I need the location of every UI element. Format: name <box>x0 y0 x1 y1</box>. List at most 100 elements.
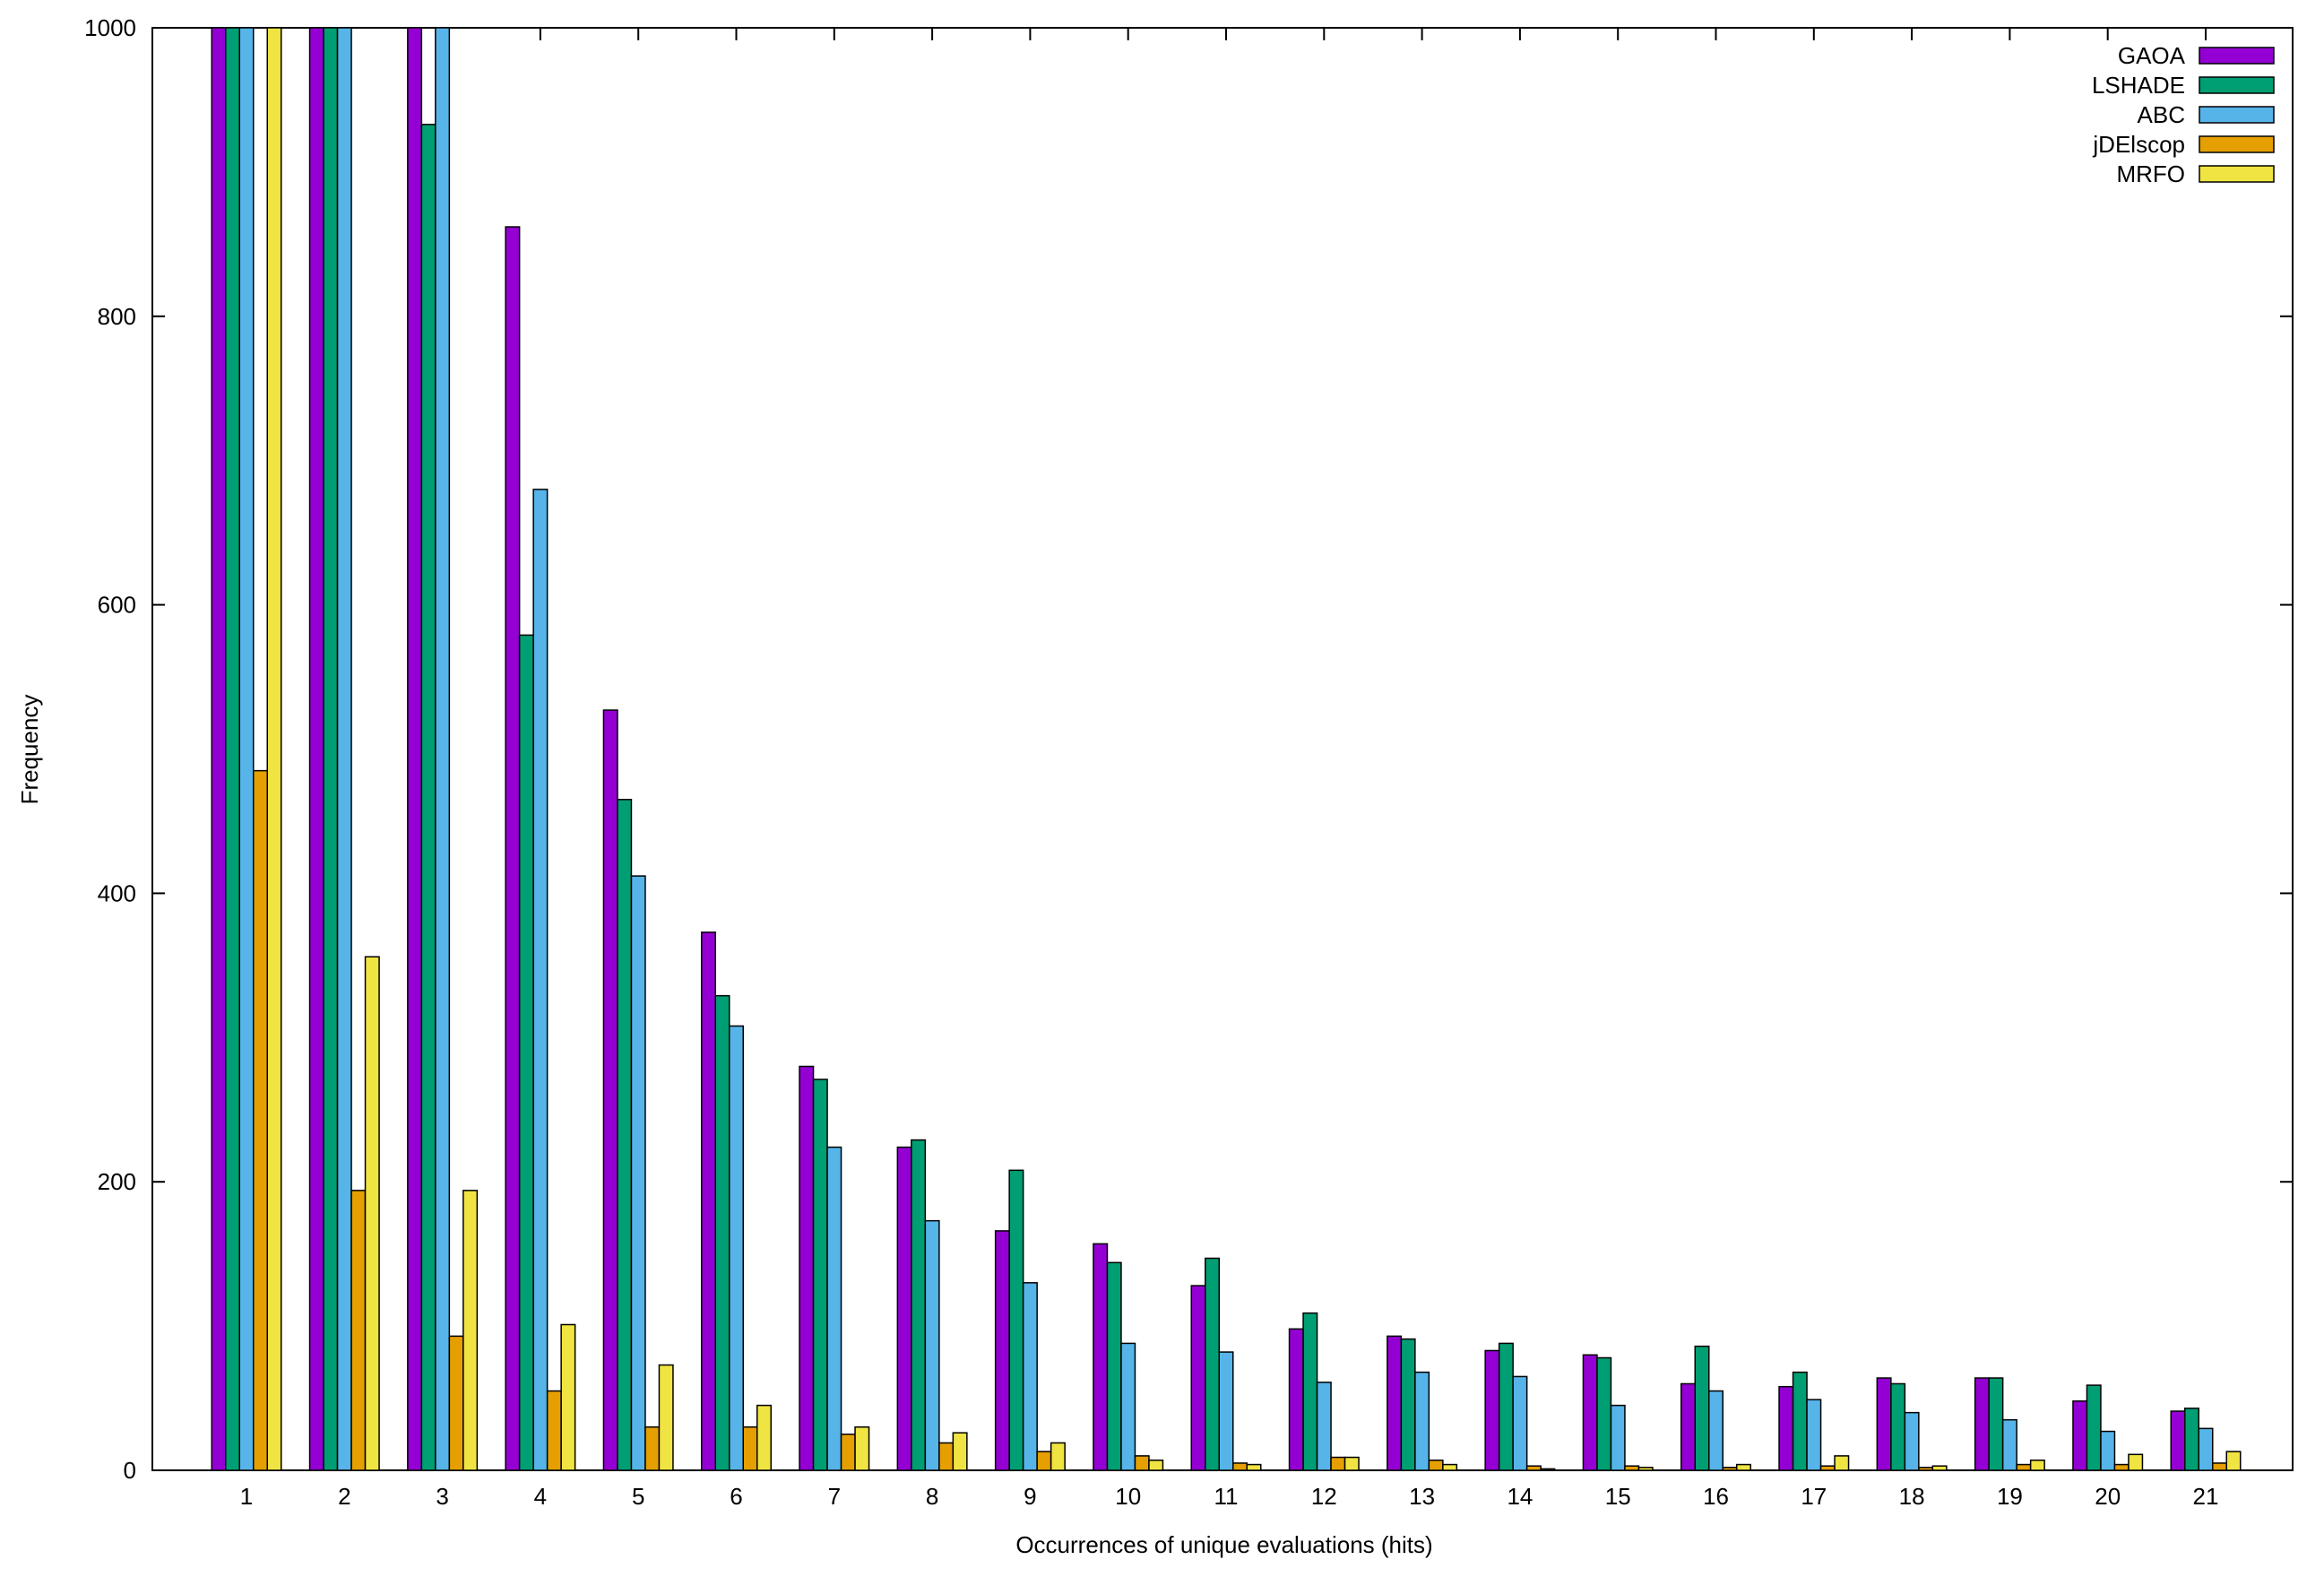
bar-mrfo-7 <box>854 1425 870 1471</box>
x-tick-label: 11 <box>1214 1483 1239 1510</box>
bar-jdelscop-5 <box>644 1425 661 1471</box>
y-axis: 0 200 400 600 800 1000 <box>84 14 2293 1484</box>
bar-lshade-20 <box>2086 1384 2102 1471</box>
bar-mrfo-1 <box>266 27 282 1471</box>
bar-lshade-4 <box>518 634 534 1471</box>
y-tick-label: 0 <box>124 1457 136 1484</box>
x-tick-label: 9 <box>1024 1483 1036 1510</box>
bar-lshade-8 <box>911 1139 927 1471</box>
bar-lshade-12 <box>1302 1312 1318 1471</box>
bar-jdelscop-7 <box>840 1434 856 1471</box>
bar-mrfo-16 <box>1736 1463 1751 1471</box>
bar-abc-2 <box>336 27 352 1471</box>
bar-gaoa-11 <box>1190 1285 1206 1471</box>
bar-mrfo-13 <box>1442 1463 1458 1471</box>
bar-mrfo-15 <box>1637 1467 1654 1471</box>
bar-jdelscop-2 <box>350 1190 367 1471</box>
bar-lshade-2 <box>323 27 339 1471</box>
bar-lshade-19 <box>1988 1377 2004 1471</box>
x-tick-label: 13 <box>1409 1483 1435 1510</box>
x-tick-label: 21 <box>2193 1483 2219 1510</box>
bar-jdelscop-11 <box>1232 1462 1248 1471</box>
bar-mrfo-6 <box>756 1404 772 1471</box>
bar-jdelscop-3 <box>448 1335 464 1471</box>
bar-gaoa-17 <box>1778 1385 1794 1471</box>
bar-abc-8 <box>924 1219 940 1471</box>
bar-lshade-18 <box>1890 1382 1906 1471</box>
x-tick-label: 19 <box>1997 1483 2023 1510</box>
x-tick-label: 1 <box>240 1483 253 1510</box>
bar-jdelscop-4 <box>546 1390 562 1471</box>
bar-lshade-6 <box>714 994 730 1471</box>
bar-jdelscop-21 <box>2212 1462 2227 1471</box>
bar-abc-11 <box>1218 1351 1234 1471</box>
bar-gaoa-1 <box>211 27 227 1471</box>
bar-mrfo-12 <box>1343 1456 1360 1471</box>
bar-lshade-21 <box>2184 1408 2199 1471</box>
bar-mrfo-21 <box>2225 1451 2242 1471</box>
bar-abc-20 <box>2100 1430 2116 1471</box>
bar-gaoa-5 <box>602 709 618 1471</box>
x-axis-label: Occurrences of unique evaluations (hits) <box>1015 1531 1432 1558</box>
bar-abc-14 <box>1512 1375 1528 1471</box>
bar-gaoa-18 <box>1876 1377 1892 1471</box>
x-tick-label: 2 <box>338 1483 350 1510</box>
x-tick-label: 5 <box>632 1483 644 1510</box>
x-tick-label: 15 <box>1605 1483 1631 1510</box>
bar-gaoa-7 <box>799 1065 815 1471</box>
bar-lshade-16 <box>1694 1345 1710 1471</box>
legend-label: GAOA <box>2118 42 2186 69</box>
bar-jdelscop-19 <box>2016 1463 2032 1471</box>
bar-mrfo-14 <box>1540 1468 1556 1471</box>
bar-mrfo-4 <box>560 1323 576 1471</box>
bar-jdelscop-9 <box>1036 1451 1052 1471</box>
bar-gaoa-4 <box>505 226 521 1471</box>
bar-mrfo-8 <box>952 1432 968 1471</box>
bar-lshade-11 <box>1205 1257 1220 1471</box>
bar-gaoa-10 <box>1093 1243 1109 1471</box>
bar-mrfo-2 <box>364 956 380 1471</box>
bar-gaoa-6 <box>701 931 716 1471</box>
legend-label: LSHADE <box>2092 72 2185 99</box>
bar-abc-3 <box>435 27 451 1471</box>
bar-mrfo-3 <box>462 1190 479 1471</box>
x-tick-label: 10 <box>1115 1483 1141 1510</box>
bar-jdelscop-8 <box>938 1442 955 1471</box>
bar-abc-12 <box>1316 1382 1332 1471</box>
bar-mrfo-17 <box>1834 1455 1850 1471</box>
bar-gaoa-16 <box>1680 1382 1696 1471</box>
x-tick-label: 3 <box>436 1483 448 1510</box>
legend-swatch <box>2199 47 2275 65</box>
bar-abc-9 <box>1022 1282 1038 1471</box>
bar-mrfo-10 <box>1148 1459 1164 1471</box>
bar-jdelscop-6 <box>742 1425 758 1471</box>
x-tick-label: 4 <box>534 1483 547 1510</box>
bar-abc-15 <box>1610 1404 1626 1471</box>
bar-gaoa-2 <box>308 27 324 1471</box>
bar-abc-18 <box>1904 1411 1920 1471</box>
bar-jdelscop-17 <box>1819 1465 1836 1471</box>
bar-lshade-17 <box>1792 1371 1808 1471</box>
bar-abc-16 <box>1708 1390 1724 1471</box>
bar-abc-4 <box>532 489 549 1471</box>
bar-lshade-1 <box>225 27 240 1471</box>
legend-swatch <box>2199 165 2275 183</box>
y-tick-label: 400 <box>98 879 136 906</box>
bar-jdelscop-16 <box>1722 1467 1738 1471</box>
bar-lshade-15 <box>1596 1356 1612 1471</box>
bar-abc-6 <box>729 1025 744 1471</box>
legend-label: ABC <box>2138 101 2185 128</box>
bar-jdelscop-15 <box>1624 1465 1640 1471</box>
bar-mrfo-18 <box>1931 1465 1948 1471</box>
bar-gaoa-14 <box>1484 1349 1500 1471</box>
bar-jdelscop-13 <box>1428 1459 1444 1471</box>
bar-abc-21 <box>2198 1427 2214 1471</box>
bar-gaoa-3 <box>407 27 423 1471</box>
x-tick-label: 12 <box>1311 1483 1337 1510</box>
bar-abc-19 <box>2001 1418 2017 1471</box>
legend-swatch <box>2199 135 2275 153</box>
bar-lshade-3 <box>420 124 436 1471</box>
bar-lshade-7 <box>812 1079 828 1471</box>
